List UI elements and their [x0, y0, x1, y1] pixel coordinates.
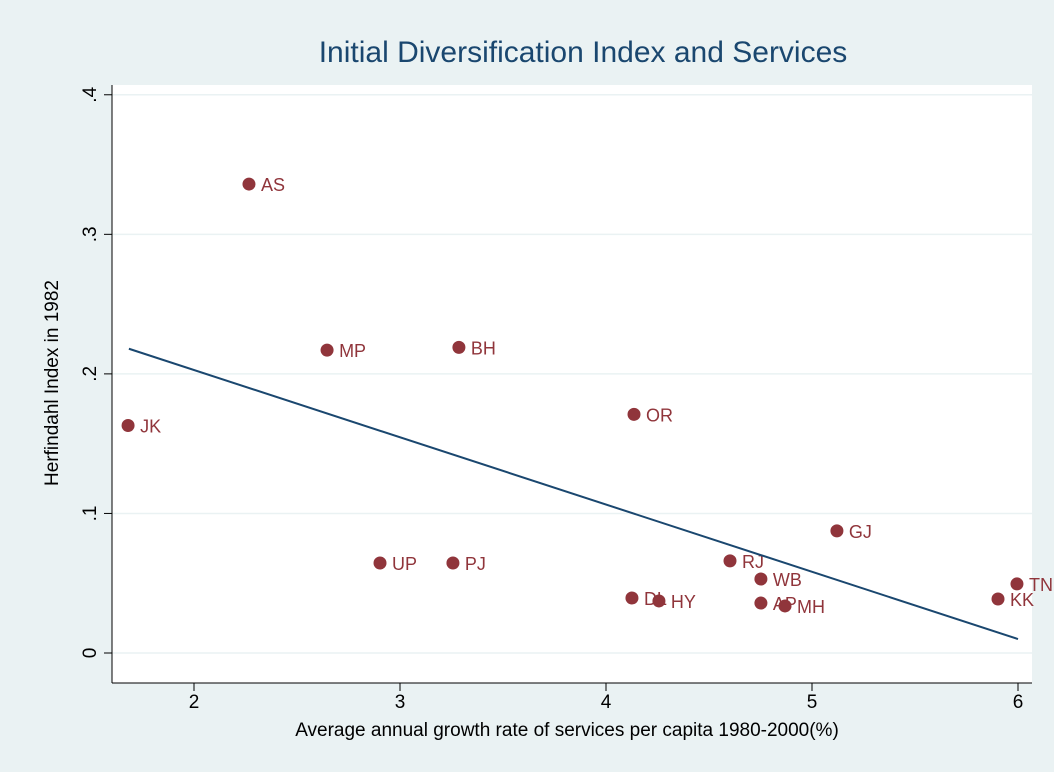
point [652, 594, 666, 608]
fit-line [128, 347, 1019, 640]
point-label: BH [471, 338, 496, 358]
point-label: WB [773, 570, 802, 590]
point [446, 556, 460, 570]
y-tick-label: .4 [80, 86, 101, 102]
point [625, 591, 639, 605]
y-tick-label: .1 [80, 506, 101, 522]
point-label: MP [339, 341, 366, 361]
point-label: AS [261, 175, 285, 195]
point [754, 596, 768, 610]
x-tick-label: 4 [601, 692, 612, 713]
point-label: UP [392, 554, 417, 574]
point [320, 343, 334, 357]
point-label: GJ [849, 522, 872, 542]
y-tick-label: .3 [80, 226, 101, 242]
point-label: JK [140, 417, 161, 437]
x-tick-label: 6 [1013, 692, 1024, 713]
point-label: OR [646, 405, 673, 425]
plot-area [112, 85, 1032, 683]
point-label: RJ [742, 552, 764, 572]
point [830, 524, 844, 538]
point [723, 554, 737, 568]
chart-title: Initial Diversification Index and Servic… [319, 36, 848, 69]
y-tick-label: .2 [80, 366, 101, 382]
point [121, 419, 135, 433]
point-label: KK [1010, 590, 1034, 610]
point [627, 407, 641, 421]
point [452, 340, 466, 354]
x-tick-label: 3 [395, 692, 406, 713]
point [373, 556, 387, 570]
point [1010, 577, 1024, 591]
point [991, 592, 1005, 606]
point [778, 599, 792, 613]
x-tick-label: 5 [807, 692, 818, 713]
point [754, 572, 768, 586]
point-label: MH [797, 597, 825, 617]
y-axis-label: Herfindahl Index in 1982 [42, 280, 63, 486]
y-tick-label: 0 [80, 648, 101, 659]
x-tick-label: 2 [189, 692, 200, 713]
point-label: HY [671, 592, 696, 612]
point-label: TN [1029, 575, 1053, 595]
point-label: PJ [465, 554, 486, 574]
x-axis-label: Average annual growth rate of services p… [295, 720, 839, 741]
point [242, 177, 256, 191]
